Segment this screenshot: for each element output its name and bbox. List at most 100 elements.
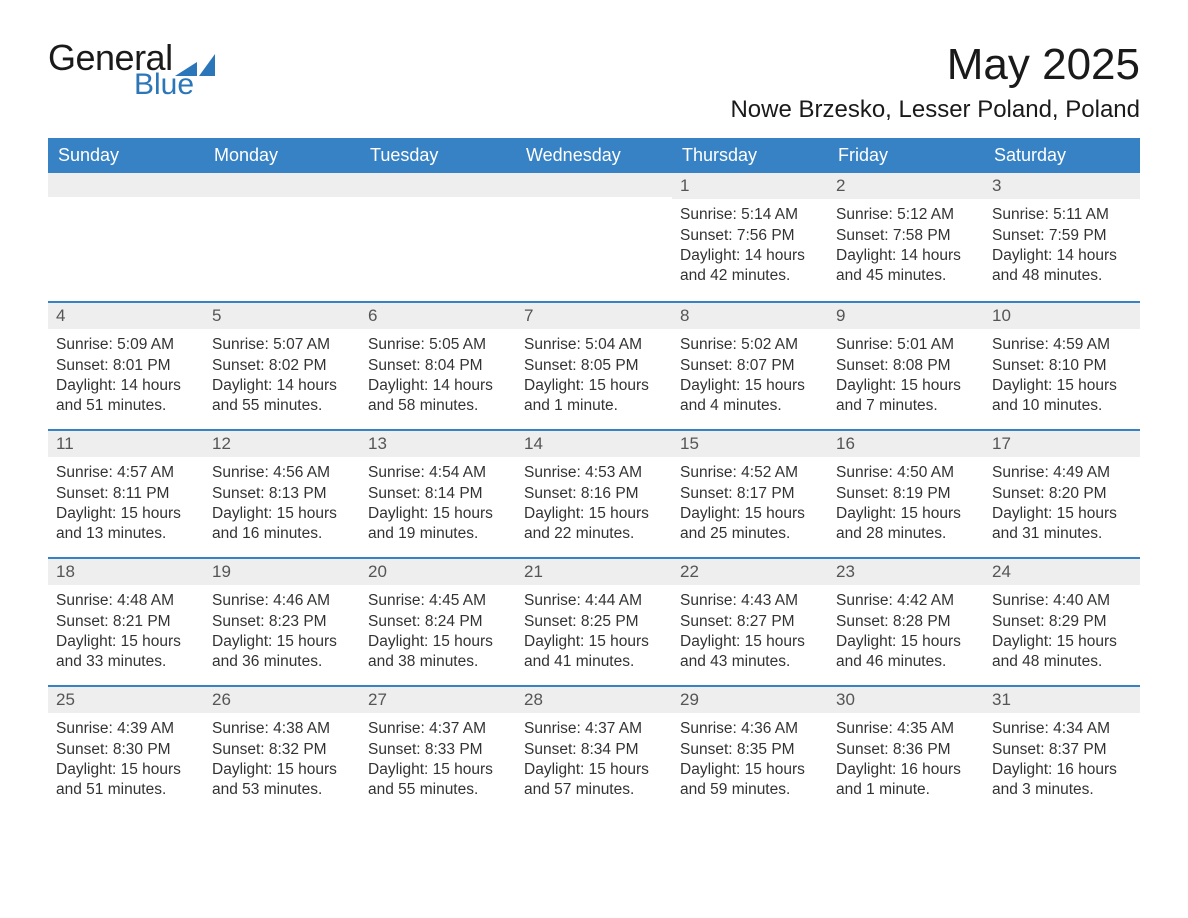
sunset-line: Sunset: 7:59 PM (992, 226, 1132, 246)
logo: General Blue (48, 40, 215, 100)
calendar-day-cell: 16Sunrise: 4:50 AMSunset: 8:19 PMDayligh… (828, 431, 984, 557)
day-number: 22 (672, 559, 828, 585)
weekday-header: Tuesday (360, 138, 516, 173)
day-details: Sunrise: 4:37 AMSunset: 8:34 PMDaylight:… (516, 713, 672, 813)
day-number: 25 (48, 687, 204, 713)
calendar-day-cell: 3Sunrise: 5:11 AMSunset: 7:59 PMDaylight… (984, 173, 1140, 301)
sunset-line: Sunset: 8:19 PM (836, 484, 976, 504)
day-number: 30 (828, 687, 984, 713)
calendar-day-cell: 17Sunrise: 4:49 AMSunset: 8:20 PMDayligh… (984, 431, 1140, 557)
calendar-week-row: 18Sunrise: 4:48 AMSunset: 8:21 PMDayligh… (48, 557, 1140, 685)
calendar-day-cell: 21Sunrise: 4:44 AMSunset: 8:25 PMDayligh… (516, 559, 672, 685)
day-number (204, 173, 360, 197)
day-number: 5 (204, 303, 360, 329)
day-details: Sunrise: 4:50 AMSunset: 8:19 PMDaylight:… (828, 457, 984, 557)
daylight-line: Daylight: 14 hours and 55 minutes. (212, 376, 352, 417)
day-details: Sunrise: 4:42 AMSunset: 8:28 PMDaylight:… (828, 585, 984, 685)
calendar-day-cell: 10Sunrise: 4:59 AMSunset: 8:10 PMDayligh… (984, 303, 1140, 429)
day-number: 7 (516, 303, 672, 329)
sunset-line: Sunset: 8:28 PM (836, 612, 976, 632)
day-number (48, 173, 204, 197)
day-number: 23 (828, 559, 984, 585)
day-number: 19 (204, 559, 360, 585)
calendar-title: May 2025 (730, 40, 1140, 90)
sunset-line: Sunset: 8:30 PM (56, 740, 196, 760)
daylight-line: Daylight: 14 hours and 45 minutes. (836, 246, 976, 287)
calendar-day-cell: 12Sunrise: 4:56 AMSunset: 8:13 PMDayligh… (204, 431, 360, 557)
day-number (360, 173, 516, 197)
day-details: Sunrise: 4:45 AMSunset: 8:24 PMDaylight:… (360, 585, 516, 685)
calendar-day-cell: 11Sunrise: 4:57 AMSunset: 8:11 PMDayligh… (48, 431, 204, 557)
sunrise-line: Sunrise: 4:44 AM (524, 591, 664, 611)
daylight-line: Daylight: 15 hours and 16 minutes. (212, 504, 352, 545)
day-details: Sunrise: 4:57 AMSunset: 8:11 PMDaylight:… (48, 457, 204, 557)
calendar-day-cell (360, 173, 516, 301)
daylight-line: Daylight: 15 hours and 19 minutes. (368, 504, 508, 545)
calendar-day-cell: 9Sunrise: 5:01 AMSunset: 8:08 PMDaylight… (828, 303, 984, 429)
sunrise-line: Sunrise: 4:43 AM (680, 591, 820, 611)
calendar-header-row: Sunday Monday Tuesday Wednesday Thursday… (48, 138, 1140, 173)
calendar-day-cell: 5Sunrise: 5:07 AMSunset: 8:02 PMDaylight… (204, 303, 360, 429)
daylight-line: Daylight: 14 hours and 58 minutes. (368, 376, 508, 417)
sunset-line: Sunset: 8:01 PM (56, 356, 196, 376)
daylight-line: Daylight: 15 hours and 41 minutes. (524, 632, 664, 673)
sunrise-line: Sunrise: 5:14 AM (680, 205, 820, 225)
sunrise-line: Sunrise: 4:49 AM (992, 463, 1132, 483)
weekday-header: Wednesday (516, 138, 672, 173)
daylight-line: Daylight: 14 hours and 51 minutes. (56, 376, 196, 417)
calendar-day-cell: 25Sunrise: 4:39 AMSunset: 8:30 PMDayligh… (48, 687, 204, 813)
day-number: 18 (48, 559, 204, 585)
sunrise-line: Sunrise: 5:07 AM (212, 335, 352, 355)
daylight-line: Daylight: 15 hours and 46 minutes. (836, 632, 976, 673)
day-details: Sunrise: 4:49 AMSunset: 8:20 PMDaylight:… (984, 457, 1140, 557)
day-details: Sunrise: 4:48 AMSunset: 8:21 PMDaylight:… (48, 585, 204, 685)
day-details: Sunrise: 4:40 AMSunset: 8:29 PMDaylight:… (984, 585, 1140, 685)
sunset-line: Sunset: 8:34 PM (524, 740, 664, 760)
sunset-line: Sunset: 8:07 PM (680, 356, 820, 376)
sunrise-line: Sunrise: 4:36 AM (680, 719, 820, 739)
day-details: Sunrise: 5:14 AMSunset: 7:56 PMDaylight:… (672, 199, 828, 299)
day-number: 29 (672, 687, 828, 713)
calendar-day-cell: 15Sunrise: 4:52 AMSunset: 8:17 PMDayligh… (672, 431, 828, 557)
day-number: 14 (516, 431, 672, 457)
day-details: Sunrise: 5:02 AMSunset: 8:07 PMDaylight:… (672, 329, 828, 429)
sunrise-line: Sunrise: 4:56 AM (212, 463, 352, 483)
daylight-line: Daylight: 14 hours and 48 minutes. (992, 246, 1132, 287)
sunset-line: Sunset: 8:16 PM (524, 484, 664, 504)
sunrise-line: Sunrise: 4:39 AM (56, 719, 196, 739)
calendar-day-cell: 30Sunrise: 4:35 AMSunset: 8:36 PMDayligh… (828, 687, 984, 813)
logo-text-blue: Blue (134, 70, 215, 100)
day-number: 1 (672, 173, 828, 199)
sunrise-line: Sunrise: 5:12 AM (836, 205, 976, 225)
day-number: 26 (204, 687, 360, 713)
day-number: 4 (48, 303, 204, 329)
calendar-day-cell (48, 173, 204, 301)
sunset-line: Sunset: 8:25 PM (524, 612, 664, 632)
day-number: 31 (984, 687, 1140, 713)
day-number: 8 (672, 303, 828, 329)
sunrise-line: Sunrise: 4:38 AM (212, 719, 352, 739)
weekday-header: Friday (828, 138, 984, 173)
day-details: Sunrise: 4:39 AMSunset: 8:30 PMDaylight:… (48, 713, 204, 813)
daylight-line: Daylight: 15 hours and 51 minutes. (56, 760, 196, 801)
daylight-line: Daylight: 15 hours and 57 minutes. (524, 760, 664, 801)
day-number: 28 (516, 687, 672, 713)
calendar-week-row: 4Sunrise: 5:09 AMSunset: 8:01 PMDaylight… (48, 301, 1140, 429)
sunset-line: Sunset: 8:20 PM (992, 484, 1132, 504)
sunrise-line: Sunrise: 4:34 AM (992, 719, 1132, 739)
sunset-line: Sunset: 8:10 PM (992, 356, 1132, 376)
sunset-line: Sunset: 8:37 PM (992, 740, 1132, 760)
weekday-header: Sunday (48, 138, 204, 173)
day-number: 11 (48, 431, 204, 457)
day-details: Sunrise: 4:34 AMSunset: 8:37 PMDaylight:… (984, 713, 1140, 813)
day-details: Sunrise: 4:35 AMSunset: 8:36 PMDaylight:… (828, 713, 984, 813)
calendar-day-cell: 19Sunrise: 4:46 AMSunset: 8:23 PMDayligh… (204, 559, 360, 685)
calendar-day-cell: 2Sunrise: 5:12 AMSunset: 7:58 PMDaylight… (828, 173, 984, 301)
calendar-day-cell: 7Sunrise: 5:04 AMSunset: 8:05 PMDaylight… (516, 303, 672, 429)
calendar-day-cell: 8Sunrise: 5:02 AMSunset: 8:07 PMDaylight… (672, 303, 828, 429)
day-details: Sunrise: 4:56 AMSunset: 8:13 PMDaylight:… (204, 457, 360, 557)
sunset-line: Sunset: 7:56 PM (680, 226, 820, 246)
sunrise-line: Sunrise: 4:46 AM (212, 591, 352, 611)
sunset-line: Sunset: 8:17 PM (680, 484, 820, 504)
calendar-day-cell: 20Sunrise: 4:45 AMSunset: 8:24 PMDayligh… (360, 559, 516, 685)
